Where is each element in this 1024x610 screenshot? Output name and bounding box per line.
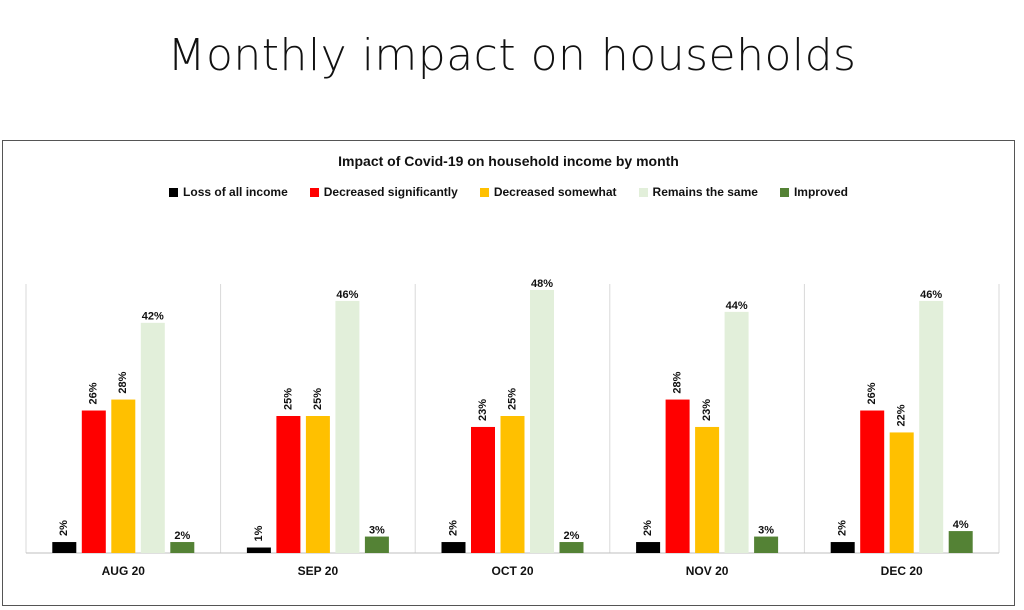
category-label: NOV 20 <box>686 564 729 578</box>
bar <box>860 410 885 553</box>
data-label: 46% <box>336 289 358 301</box>
data-label: 2% <box>837 520 849 536</box>
data-label: 1% <box>253 525 265 541</box>
bar <box>246 547 271 553</box>
data-label: 25% <box>312 388 324 410</box>
category-label: DEC 20 <box>881 564 923 578</box>
bar <box>636 542 661 553</box>
data-label: 2% <box>447 520 459 536</box>
bar <box>111 399 136 553</box>
data-label: 28% <box>672 371 684 393</box>
data-label: 25% <box>506 388 518 410</box>
legend-label: Decreased somewhat <box>493 185 617 199</box>
category-label: OCT 20 <box>491 564 533 578</box>
bar <box>754 536 779 553</box>
bar <box>559 542 584 553</box>
bar <box>530 289 554 553</box>
legend-item: Improved <box>779 185 848 199</box>
data-label: 42% <box>142 311 164 323</box>
bar <box>724 311 749 553</box>
category-label: SEP 20 <box>298 564 339 578</box>
chart-legend: Loss of all income Decreased significantl… <box>3 185 1014 199</box>
data-label: 2% <box>642 520 654 536</box>
chart-frame: Impact of Covid-19 on household income b… <box>2 140 1015 606</box>
chart-title: Impact of Covid-19 on household income b… <box>338 153 679 169</box>
data-label: 25% <box>282 388 294 410</box>
data-label: 28% <box>117 371 129 393</box>
bar <box>364 536 389 553</box>
bar <box>140 322 165 553</box>
bar <box>81 410 106 553</box>
legend-swatch <box>638 187 648 197</box>
legend-item: Remains the same <box>638 185 758 199</box>
data-label: 22% <box>896 404 908 426</box>
legend-swatch <box>779 187 789 197</box>
legend-item: Decreased somewhat <box>479 185 617 199</box>
bar <box>170 542 195 553</box>
data-label: 26% <box>88 382 100 404</box>
data-label: 4% <box>953 519 969 531</box>
data-label: 44% <box>726 300 748 312</box>
bar <box>441 542 466 553</box>
data-label: 2% <box>564 530 580 542</box>
legend-swatch <box>479 187 489 197</box>
bar <box>276 416 301 553</box>
data-label: 23% <box>477 399 489 421</box>
data-label: 23% <box>701 399 713 421</box>
bar <box>919 300 944 553</box>
legend-item: Loss of all income <box>169 185 288 199</box>
bar <box>830 542 855 553</box>
slide-title: Monthly impact on households <box>167 30 857 81</box>
legend-item: Decreased significantly <box>309 185 458 199</box>
bar-chart-plot: 2% 26% 28% 42% 2% AUG 20 1% 25% 25% 46% 3% SEP 20 2%… <box>25 278 1000 578</box>
data-label: 3% <box>758 524 774 536</box>
data-label: 26% <box>866 382 878 404</box>
legend-label: Loss of all income <box>183 185 288 199</box>
bar <box>695 426 720 553</box>
bar <box>305 416 330 553</box>
legend-label: Remains the same <box>652 185 758 199</box>
data-label: 48% <box>531 278 553 290</box>
bar <box>500 416 525 553</box>
bar <box>335 300 360 553</box>
data-label: 2% <box>58 520 70 536</box>
data-label: 3% <box>369 524 385 536</box>
legend-swatch <box>309 187 319 197</box>
data-label: 2% <box>174 530 190 542</box>
data-label: 46% <box>920 289 942 301</box>
bar <box>948 531 973 553</box>
bar <box>665 399 690 553</box>
bar <box>52 542 77 553</box>
legend-label: Decreased significantly <box>323 185 458 199</box>
bar <box>889 432 914 553</box>
legend-swatch <box>169 187 179 197</box>
legend-label: Improved <box>793 185 848 199</box>
bar <box>471 426 495 553</box>
category-label: AUG 20 <box>102 564 146 578</box>
